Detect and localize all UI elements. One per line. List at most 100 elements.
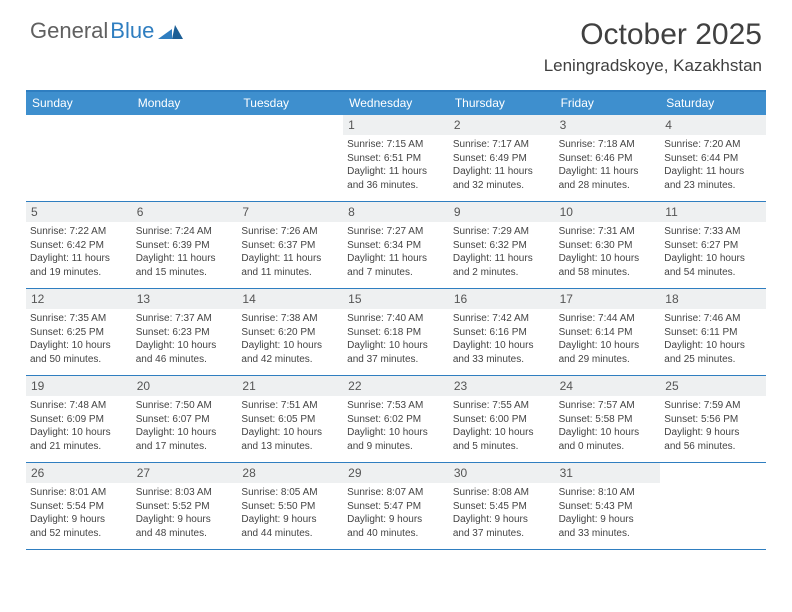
day-info: Sunrise: 7:27 AMSunset: 6:34 PMDaylight:…	[347, 225, 445, 279]
daylight-text: and 25 minutes.	[664, 353, 762, 367]
sunrise-text: Sunrise: 7:57 AM	[559, 399, 657, 413]
day-cell	[26, 115, 132, 201]
logo: GeneralBlue	[30, 18, 184, 44]
sunrise-text: Sunrise: 7:44 AM	[559, 312, 657, 326]
daylight-text: Daylight: 10 hours	[453, 339, 551, 353]
sunset-text: Sunset: 6:39 PM	[136, 239, 234, 253]
daylight-text: Daylight: 10 hours	[241, 339, 339, 353]
daylight-text: Daylight: 9 hours	[559, 513, 657, 527]
daylight-text: and 46 minutes.	[136, 353, 234, 367]
day-info: Sunrise: 8:03 AMSunset: 5:52 PMDaylight:…	[136, 486, 234, 540]
sunrise-text: Sunrise: 8:08 AM	[453, 486, 551, 500]
sunrise-text: Sunrise: 7:38 AM	[241, 312, 339, 326]
day-number: 1	[343, 115, 449, 135]
day-number: 17	[555, 289, 661, 309]
sunrise-text: Sunrise: 7:50 AM	[136, 399, 234, 413]
day-number: 18	[660, 289, 766, 309]
sunrise-text: Sunrise: 8:03 AM	[136, 486, 234, 500]
day-number	[26, 115, 132, 135]
day-cell: 7Sunrise: 7:26 AMSunset: 6:37 PMDaylight…	[237, 202, 343, 288]
daylight-text: Daylight: 9 hours	[453, 513, 551, 527]
dayname-row: Sunday Monday Tuesday Wednesday Thursday…	[26, 92, 766, 115]
day-number: 9	[449, 202, 555, 222]
day-number: 12	[26, 289, 132, 309]
daylight-text: Daylight: 11 hours	[453, 165, 551, 179]
sunrise-text: Sunrise: 7:40 AM	[347, 312, 445, 326]
sunrise-text: Sunrise: 7:37 AM	[136, 312, 234, 326]
sunrise-text: Sunrise: 7:35 AM	[30, 312, 128, 326]
day-cell: 12 Sunrise: 7:35 AMSunset: 6:25 PMDayligh…	[26, 289, 132, 375]
logo-icon	[158, 22, 184, 40]
daylight-text: Daylight: 11 hours	[347, 165, 445, 179]
day-info: Sunrise: 7:35 AMSunset: 6:25 PMDaylight:…	[30, 312, 128, 366]
sunrise-text: Sunrise: 7:42 AM	[453, 312, 551, 326]
day-info: Sunrise: 7:20 AMSunset: 6:44 PMDaylight:…	[664, 138, 762, 192]
sunset-text: Sunset: 6:32 PM	[453, 239, 551, 253]
sunrise-text: Sunrise: 7:46 AM	[664, 312, 762, 326]
sunrise-text: Sunrise: 8:05 AM	[241, 486, 339, 500]
daylight-text: and 32 minutes.	[453, 179, 551, 193]
day-info: Sunrise: 7:46 AMSunset: 6:11 PMDaylight:…	[664, 312, 762, 366]
day-info: Sunrise: 8:05 AMSunset: 5:50 PMDaylight:…	[241, 486, 339, 540]
day-number: 10	[555, 202, 661, 222]
day-info: Sunrise: 7:18 AMSunset: 6:46 PMDaylight:…	[559, 138, 657, 192]
sunset-text: Sunset: 6:16 PM	[453, 326, 551, 340]
daylight-text: Daylight: 11 hours	[664, 165, 762, 179]
sunset-text: Sunset: 6:11 PM	[664, 326, 762, 340]
daylight-text: and 54 minutes.	[664, 266, 762, 280]
sunset-text: Sunset: 6:25 PM	[30, 326, 128, 340]
sunrise-text: Sunrise: 7:31 AM	[559, 225, 657, 239]
dayname: Tuesday	[237, 92, 343, 115]
calendar: Sunday Monday Tuesday Wednesday Thursday…	[26, 90, 766, 550]
sunset-text: Sunset: 6:51 PM	[347, 152, 445, 166]
daylight-text: Daylight: 10 hours	[664, 252, 762, 266]
sunset-text: Sunset: 6:49 PM	[453, 152, 551, 166]
daylight-text: Daylight: 10 hours	[30, 339, 128, 353]
day-info: Sunrise: 7:31 AMSunset: 6:30 PMDaylight:…	[559, 225, 657, 279]
sunset-text: Sunset: 6:02 PM	[347, 413, 445, 427]
day-info: Sunrise: 7:38 AMSunset: 6:20 PMDaylight:…	[241, 312, 339, 366]
day-info: Sunrise: 7:55 AMSunset: 6:00 PMDaylight:…	[453, 399, 551, 453]
sunrise-text: Sunrise: 7:51 AM	[241, 399, 339, 413]
day-number: 13	[132, 289, 238, 309]
day-info: Sunrise: 8:10 AMSunset: 5:43 PMDaylight:…	[559, 486, 657, 540]
dayname: Friday	[555, 92, 661, 115]
sunrise-text: Sunrise: 7:20 AM	[664, 138, 762, 152]
day-number	[660, 463, 766, 483]
day-cell: 31Sunrise: 8:10 AMSunset: 5:43 PMDayligh…	[555, 463, 661, 549]
day-info: Sunrise: 7:22 AMSunset: 6:42 PMDaylight:…	[30, 225, 128, 279]
sunset-text: Sunset: 6:05 PM	[241, 413, 339, 427]
day-number: 4	[660, 115, 766, 135]
weeks-container: 1 Sunrise: 7:15 AMSunset: 6:51 PMDaylight…	[26, 115, 766, 550]
daylight-text: Daylight: 11 hours	[30, 252, 128, 266]
day-number: 30	[449, 463, 555, 483]
daylight-text: and 5 minutes.	[453, 440, 551, 454]
daylight-text: Daylight: 10 hours	[347, 339, 445, 353]
day-cell: 16Sunrise: 7:42 AMSunset: 6:16 PMDayligh…	[449, 289, 555, 375]
day-info: Sunrise: 7:33 AMSunset: 6:27 PMDaylight:…	[664, 225, 762, 279]
sunset-text: Sunset: 6:44 PM	[664, 152, 762, 166]
day-info: Sunrise: 7:26 AMSunset: 6:37 PMDaylight:…	[241, 225, 339, 279]
day-cell: 9Sunrise: 7:29 AMSunset: 6:32 PMDaylight…	[449, 202, 555, 288]
daylight-text: Daylight: 10 hours	[559, 426, 657, 440]
daylight-text: and 11 minutes.	[241, 266, 339, 280]
day-cell: 3Sunrise: 7:18 AMSunset: 6:46 PMDaylight…	[555, 115, 661, 201]
daylight-text: Daylight: 11 hours	[453, 252, 551, 266]
day-info: Sunrise: 7:53 AMSunset: 6:02 PMDaylight:…	[347, 399, 445, 453]
sunset-text: Sunset: 5:56 PM	[664, 413, 762, 427]
day-cell: 22Sunrise: 7:53 AMSunset: 6:02 PMDayligh…	[343, 376, 449, 462]
week-row: 5Sunrise: 7:22 AMSunset: 6:42 PMDaylight…	[26, 202, 766, 289]
daylight-text: Daylight: 10 hours	[241, 426, 339, 440]
day-cell: 1 Sunrise: 7:15 AMSunset: 6:51 PMDaylight…	[343, 115, 449, 201]
day-info: Sunrise: 7:15 AMSunset: 6:51 PMDaylight:…	[347, 138, 445, 192]
day-cell: 15Sunrise: 7:40 AMSunset: 6:18 PMDayligh…	[343, 289, 449, 375]
sunset-text: Sunset: 6:42 PM	[30, 239, 128, 253]
daylight-text: Daylight: 11 hours	[559, 165, 657, 179]
sunrise-text: Sunrise: 7:55 AM	[453, 399, 551, 413]
day-number: 6	[132, 202, 238, 222]
day-number: 24	[555, 376, 661, 396]
day-info: Sunrise: 8:08 AMSunset: 5:45 PMDaylight:…	[453, 486, 551, 540]
daylight-text: Daylight: 9 hours	[30, 513, 128, 527]
daylight-text: Daylight: 9 hours	[241, 513, 339, 527]
day-cell	[237, 115, 343, 201]
